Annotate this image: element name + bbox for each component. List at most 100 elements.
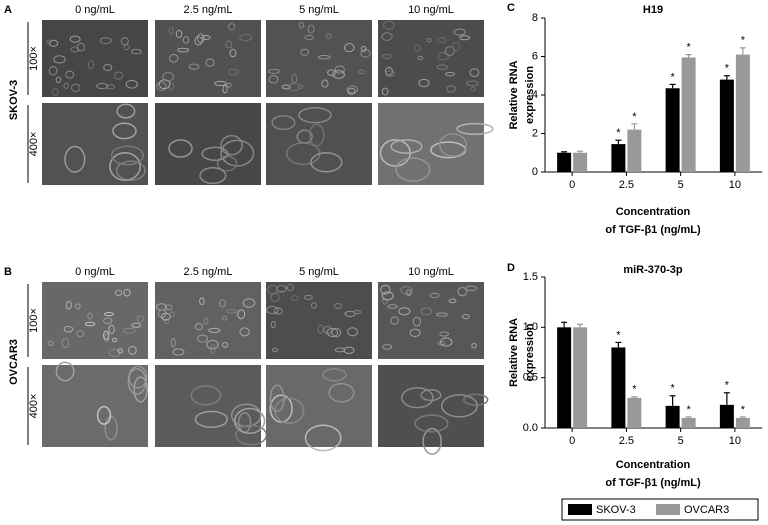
cell	[65, 300, 72, 310]
cell	[164, 304, 173, 311]
micrograph	[155, 103, 261, 185]
y-tick-label: 1.5	[523, 271, 538, 283]
cell	[395, 157, 431, 182]
cell	[414, 414, 449, 433]
cell	[133, 376, 148, 403]
cell	[194, 36, 203, 46]
cell	[322, 368, 347, 382]
y-tick-label: 2	[532, 127, 538, 139]
row-label: 400×	[28, 132, 40, 157]
bar	[573, 152, 588, 172]
micrograph	[378, 103, 484, 185]
cell	[272, 347, 278, 353]
cell	[168, 139, 193, 158]
cell	[169, 311, 175, 317]
row-label: 400×	[28, 394, 40, 419]
cell	[109, 152, 141, 182]
cell	[290, 295, 299, 302]
cell	[445, 71, 455, 77]
cell	[466, 80, 479, 87]
cell	[448, 298, 457, 304]
cell	[409, 328, 421, 337]
cell	[298, 84, 304, 90]
cell	[229, 48, 237, 58]
cell	[84, 321, 96, 327]
cell	[188, 63, 200, 70]
cell	[463, 393, 489, 406]
cell	[273, 307, 283, 315]
cell	[387, 304, 398, 309]
bar	[719, 404, 734, 428]
cell	[55, 76, 62, 84]
cell	[76, 330, 85, 338]
cell	[304, 424, 342, 452]
cell	[170, 338, 176, 348]
column-label: 10 ng/mL	[408, 266, 454, 278]
cell	[401, 387, 434, 409]
cell	[271, 115, 296, 131]
cell	[220, 139, 255, 167]
cell	[382, 298, 388, 305]
panel-label: A	[4, 4, 12, 16]
cell	[426, 38, 432, 43]
cell	[325, 33, 332, 40]
cell	[413, 44, 421, 53]
cell	[99, 37, 112, 44]
cell	[310, 302, 318, 309]
cell	[298, 106, 332, 124]
cell	[103, 311, 114, 317]
cell	[321, 79, 329, 88]
x-axis-label: Concentration	[616, 206, 691, 218]
cell	[205, 58, 215, 67]
x-tick-label: 10	[729, 435, 741, 447]
significance-mark: *	[632, 111, 637, 123]
cell	[326, 327, 339, 338]
cell	[299, 22, 305, 29]
cell	[347, 87, 356, 95]
cell	[175, 29, 183, 38]
cell	[111, 337, 118, 343]
cell	[117, 348, 124, 354]
cell	[385, 70, 396, 77]
x-tick-label: 2.5	[619, 435, 634, 447]
cell	[219, 299, 226, 308]
cell	[123, 44, 130, 51]
cell	[136, 315, 145, 323]
cell	[267, 284, 278, 295]
cell	[102, 330, 110, 341]
cell	[222, 315, 228, 321]
cell	[47, 340, 54, 347]
cell	[125, 80, 138, 89]
cell	[265, 306, 279, 315]
cell	[227, 23, 236, 31]
cell	[115, 160, 146, 181]
bar	[665, 88, 680, 172]
column-label: 2.5 ng/mL	[184, 4, 233, 16]
cell	[214, 80, 227, 87]
cell	[440, 337, 453, 347]
cell	[317, 54, 331, 60]
cell	[194, 323, 204, 331]
cell	[328, 382, 355, 403]
cell	[227, 68, 239, 76]
cell	[190, 385, 222, 406]
cell	[417, 55, 424, 61]
cell	[108, 324, 115, 335]
bar	[719, 79, 734, 172]
cell	[237, 309, 246, 320]
cell	[75, 303, 81, 310]
significance-mark: *	[686, 404, 691, 416]
bar	[735, 417, 750, 428]
cell	[64, 145, 86, 173]
cell	[201, 146, 229, 161]
cell	[103, 317, 113, 325]
x-tick-label: 0	[569, 179, 575, 191]
cell	[131, 322, 142, 328]
bar	[557, 152, 572, 172]
cell	[383, 20, 395, 30]
micrograph	[378, 282, 484, 359]
y-tick-label: 0.5	[523, 372, 538, 384]
cell	[222, 84, 228, 94]
cell	[226, 309, 238, 314]
panel-label: D	[507, 262, 515, 274]
